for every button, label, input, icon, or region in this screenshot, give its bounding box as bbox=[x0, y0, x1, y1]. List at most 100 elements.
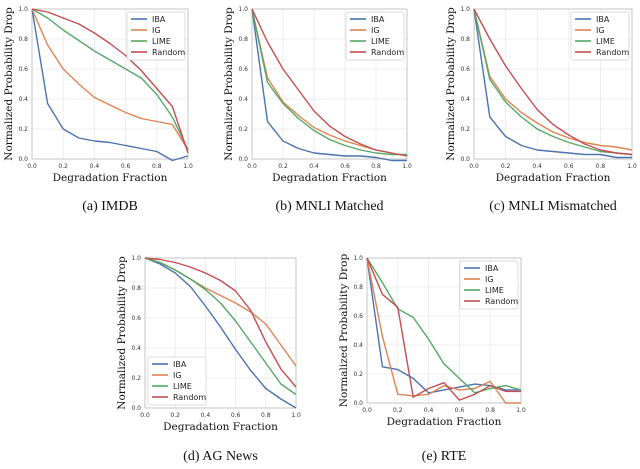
x-tick-label: 0.0 bbox=[247, 163, 257, 170]
legend-label-lime: LIME bbox=[152, 37, 171, 46]
x-axis-label: Degradation Fraction bbox=[496, 172, 611, 184]
plot-frame bbox=[251, 8, 408, 160]
y-tick-label: 0.0 bbox=[18, 156, 28, 163]
y-tick-label: 1.0 bbox=[18, 6, 28, 13]
x-tick-label: 0.2 bbox=[501, 163, 511, 170]
y-tick-label: 0.8 bbox=[238, 36, 248, 43]
y-tick-label: 1.0 bbox=[460, 6, 470, 13]
legend-label-lime: LIME bbox=[173, 382, 192, 391]
y-tick-label: 0.2 bbox=[460, 126, 470, 133]
legend-label-random: Random bbox=[173, 393, 206, 402]
legend: IBA IG LIME Random bbox=[126, 11, 186, 61]
chart-caption: (a) IMDB bbox=[82, 199, 138, 214]
y-tick-label: 0.4 bbox=[18, 96, 28, 103]
y-tick-label: 0.4 bbox=[131, 345, 141, 352]
x-axis-label: Degradation Fraction bbox=[387, 416, 502, 428]
x-axis-label: Degradation Fraction bbox=[53, 172, 168, 184]
x-tick-label: 1.0 bbox=[627, 163, 637, 170]
x-axis-label: Degradation Fraction bbox=[272, 172, 387, 184]
series-line-iba bbox=[473, 8, 632, 159]
legend: IBA IG LIME Random bbox=[570, 11, 630, 61]
legend-frame bbox=[147, 356, 207, 406]
y-tick-label: 0.4 bbox=[460, 96, 470, 103]
x-tick-label: 0.6 bbox=[455, 407, 465, 414]
chart-mnli-mismatched: 0.0 0.2 0.4 0.6 0.8 1.0 0.0 0.2 0.4 0.6 0.8 1.0 Degr… bbox=[445, 6, 637, 214]
legend-label-lime: LIME bbox=[485, 286, 504, 295]
plot-frame bbox=[366, 257, 522, 404]
x-tick-label: 0.4 bbox=[309, 163, 319, 170]
x-tick-label: 0.8 bbox=[261, 412, 271, 419]
legend-frame bbox=[459, 260, 519, 310]
x-tick-label: 0.8 bbox=[485, 407, 495, 414]
series-line-ig bbox=[473, 8, 633, 151]
chart-caption: (d) AG News bbox=[183, 449, 258, 464]
x-tick-label: 0.8 bbox=[152, 163, 162, 170]
x-tick-label: 0.6 bbox=[340, 163, 350, 170]
legend-label-lime: LIME bbox=[596, 37, 615, 46]
y-tick-label: 0.4 bbox=[238, 96, 248, 103]
y-tick-label: 0.6 bbox=[353, 313, 363, 320]
x-axis-label: Degradation Fraction bbox=[163, 421, 278, 433]
y-tick-label: 0.0 bbox=[131, 405, 141, 412]
y-tick-label: 1.0 bbox=[131, 255, 141, 262]
x-tick-label: 0.2 bbox=[170, 412, 180, 419]
x-tick-label: 1.0 bbox=[516, 407, 526, 414]
y-axis-label: Normalized Probability Drop bbox=[116, 256, 128, 410]
x-tick-label: 0.4 bbox=[532, 163, 542, 170]
y-tick-label: 0.2 bbox=[18, 126, 28, 133]
series-line-iba bbox=[144, 257, 297, 409]
chart-caption: (b) MNLI Matched bbox=[275, 199, 383, 214]
legend: IBA IG LIME Random bbox=[147, 356, 207, 406]
series-line-lime bbox=[31, 8, 189, 151]
plot-frame bbox=[144, 257, 297, 409]
y-tick-label: 0.8 bbox=[353, 284, 363, 291]
series-line-random bbox=[473, 8, 633, 156]
x-tick-label: 0.0 bbox=[27, 163, 37, 170]
y-tick-label: 0.4 bbox=[353, 342, 363, 349]
legend-label-lime: LIME bbox=[371, 37, 390, 46]
chart-caption: (c) MNLI Mismatched bbox=[489, 199, 617, 214]
y-tick-label: 0.6 bbox=[238, 66, 248, 73]
chart-mnli-matched: 0.0 0.2 0.4 0.6 0.8 1.0 0.0 0.2 0.4 0.6 0.8 1.0 Degr… bbox=[223, 6, 412, 214]
legend-label-random: Random bbox=[485, 297, 518, 306]
x-tick-label: 1.0 bbox=[402, 163, 412, 170]
y-tick-label: 0.6 bbox=[18, 66, 28, 73]
series-line-iba bbox=[31, 8, 189, 162]
x-tick-label: 0.6 bbox=[121, 163, 131, 170]
y-tick-label: 0.6 bbox=[460, 66, 470, 73]
x-tick-label: 0.2 bbox=[58, 163, 68, 170]
legend-label-ig: IG bbox=[152, 26, 161, 35]
legend-frame bbox=[570, 11, 630, 61]
series-line-ig bbox=[31, 8, 189, 151]
series-line-lime bbox=[144, 257, 297, 396]
legend-label-iba: IBA bbox=[485, 264, 499, 273]
legend-frame bbox=[126, 11, 186, 61]
x-tick-label: 0.4 bbox=[424, 407, 434, 414]
y-tick-label: 0.2 bbox=[238, 126, 248, 133]
y-tick-label: 0.0 bbox=[238, 156, 248, 163]
x-tick-label: 0.4 bbox=[201, 412, 211, 419]
y-axis-label: Normalized Probability Drop bbox=[223, 7, 235, 161]
legend-label-ig: IG bbox=[173, 371, 182, 380]
x-tick-label: 1.0 bbox=[291, 412, 301, 419]
plot-frame bbox=[31, 8, 189, 160]
legend: IBA IG LIME Random bbox=[459, 260, 519, 310]
legend-label-ig: IG bbox=[371, 26, 380, 35]
y-tick-label: 0.8 bbox=[131, 285, 141, 292]
y-tick-label: 1.0 bbox=[238, 6, 248, 13]
plot-frame bbox=[473, 8, 633, 160]
legend-label-ig: IG bbox=[596, 26, 605, 35]
legend-label-iba: IBA bbox=[596, 15, 610, 24]
x-tick-label: 0.4 bbox=[90, 163, 100, 170]
x-tick-label: 0.0 bbox=[362, 407, 372, 414]
x-tick-label: 0.0 bbox=[469, 163, 479, 170]
series-line-lime bbox=[251, 8, 407, 156]
y-tick-label: 0.0 bbox=[353, 400, 363, 407]
y-tick-label: 0.6 bbox=[131, 315, 141, 322]
x-tick-label: 0.0 bbox=[140, 412, 150, 419]
y-tick-label: 0.0 bbox=[460, 156, 470, 163]
series-line-lime bbox=[473, 8, 633, 156]
y-axis-label: Normalized Probability Drop bbox=[338, 254, 350, 408]
chart-caption: (e) RTE bbox=[422, 449, 467, 464]
